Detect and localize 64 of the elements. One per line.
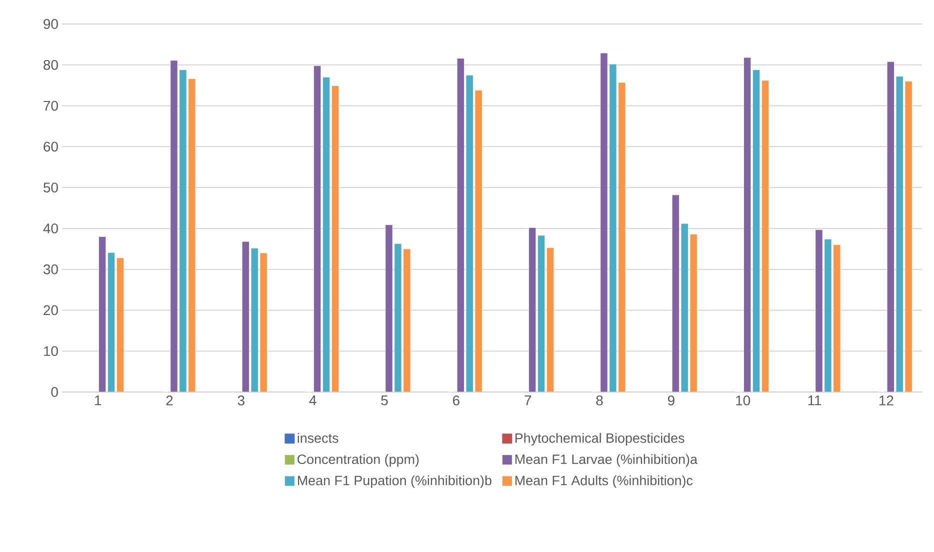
bar (600, 52, 608, 392)
y-tick-label: 80 (44, 60, 58, 70)
x-tick-label: 11 (808, 396, 822, 406)
legend-label: Phytochemical Biopesticides (515, 432, 684, 446)
y-tick-label: 30 (43, 264, 58, 274)
bar (242, 241, 250, 392)
bar (752, 70, 760, 392)
bar (250, 248, 258, 392)
legend-label: Concentration (ppm) (298, 454, 419, 467)
bar (609, 64, 617, 392)
bar (107, 252, 116, 392)
x-tick-label: 7 (524, 396, 532, 406)
bar (179, 70, 187, 392)
x-tick-label: 12 (879, 396, 894, 406)
y-tick-label: 90 (44, 19, 58, 29)
bar (690, 234, 698, 392)
bar (170, 60, 178, 392)
x-tick-label: 10 (736, 396, 750, 406)
bar (618, 82, 626, 392)
bar (466, 74, 474, 392)
y-tick-label: 40 (43, 223, 58, 234)
bar (116, 258, 124, 392)
bar (528, 227, 536, 392)
y-tick-label: 10 (44, 346, 58, 356)
bar (394, 243, 402, 392)
legend-label: Mean F1 Adults (%inhibition)c (515, 475, 693, 488)
x-tick-label: 5 (381, 396, 388, 406)
bar (260, 252, 268, 392)
y-tick-label: 20 (44, 305, 58, 316)
bar (744, 57, 752, 392)
y-tick-label: 70 (44, 100, 58, 111)
bar (403, 248, 411, 392)
bar (672, 194, 680, 392)
x-tick-label: 2 (166, 396, 173, 406)
y-tick-label: 0 (51, 387, 58, 397)
legend-label: Mean F1 Pupation (%inhibition)b (298, 475, 492, 488)
y-tick-label: 60 (44, 142, 58, 152)
bar (188, 78, 196, 392)
bar (331, 86, 340, 392)
x-tick-label: 6 (452, 396, 460, 406)
y-tick-label: 50 (44, 182, 58, 192)
bar (314, 66, 322, 392)
x-tick-label: 9 (668, 396, 674, 406)
bar (456, 58, 464, 392)
bar (896, 76, 904, 392)
bar (824, 238, 832, 392)
bar (98, 236, 106, 392)
bar (761, 80, 770, 392)
bar (546, 247, 554, 392)
x-tick-label: 8 (596, 396, 603, 406)
bar (474, 90, 482, 392)
bar (385, 224, 393, 392)
bar (815, 229, 823, 392)
x-tick-label: 4 (309, 396, 316, 406)
bar (322, 76, 330, 392)
bar (680, 223, 688, 392)
x-tick-label: 3 (238, 396, 244, 406)
legend-label: insects (298, 432, 338, 443)
bar (537, 235, 546, 392)
legend-label: Mean F1 Larvae (%inhibition)a (515, 454, 698, 467)
x-tick-label: 1 (95, 396, 102, 406)
bar (904, 81, 912, 392)
bar (886, 61, 894, 392)
bar (833, 244, 841, 392)
